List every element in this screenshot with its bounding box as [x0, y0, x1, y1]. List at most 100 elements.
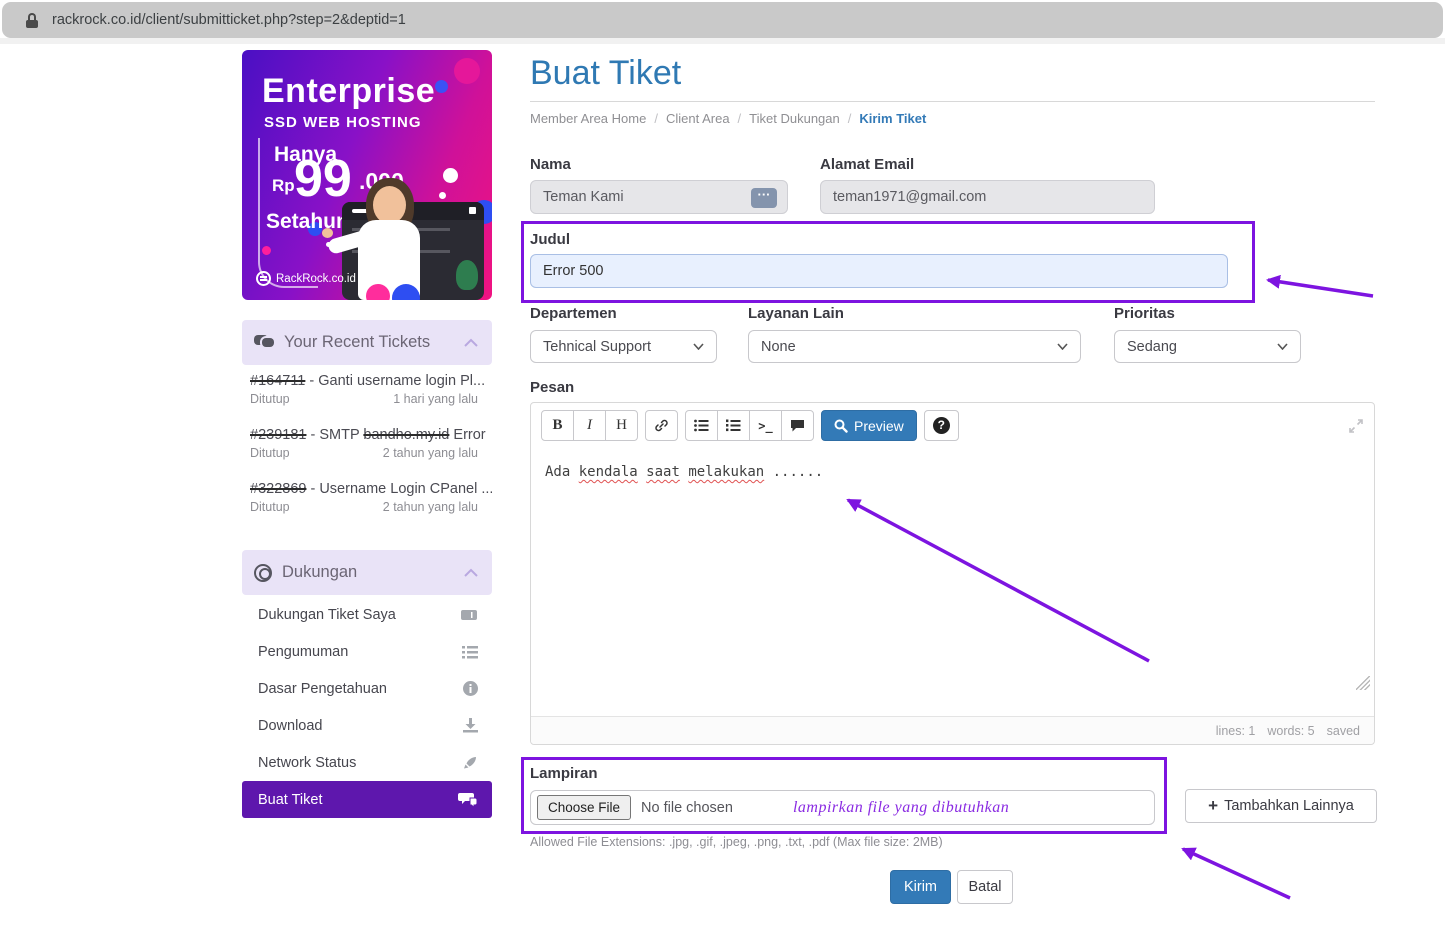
- banner-decoration: [258, 138, 318, 288]
- cancel-button[interactable]: Batal: [957, 870, 1013, 904]
- comments-icon: [458, 792, 478, 808]
- url-text[interactable]: rackrock.co.id/client/submitticket.php?s…: [52, 12, 406, 28]
- unordered-list-button[interactable]: [685, 410, 718, 441]
- banner-subtitle: SSD WEB HOSTING: [264, 114, 422, 131]
- attachment-annotation-text: lampirkan file yang dibutuhkan: [792, 798, 1010, 816]
- ticket-title: - Username Login CPanel ...: [306, 481, 492, 497]
- saved-status: saved: [1326, 723, 1360, 738]
- heading-button[interactable]: H: [605, 410, 638, 441]
- plus-icon: +: [1208, 796, 1219, 815]
- resize-grip[interactable]: [1356, 676, 1370, 690]
- judul-label: Judul: [530, 231, 570, 248]
- banner-dot: [454, 58, 480, 84]
- ticket-status: Ditutup: [250, 392, 290, 406]
- support-menu-title: Dukungan: [282, 563, 358, 581]
- submit-button[interactable]: Kirim: [890, 870, 951, 904]
- preview-button[interactable]: Preview: [821, 410, 917, 441]
- words-count: words: 5: [1267, 723, 1315, 738]
- departemen-select[interactable]: Tehnical Support: [530, 330, 717, 363]
- pesan-label: Pesan: [530, 379, 575, 396]
- message-editor: B I H >_ Preview: [530, 402, 1375, 745]
- ticket-number: #239181: [250, 427, 307, 443]
- allowed-extensions-note: Allowed File Extensions: .jpg, .gif, .jp…: [530, 835, 943, 849]
- sidebar-item-pengumuman[interactable]: Pengumuman: [242, 633, 492, 670]
- link-button[interactable]: [645, 410, 678, 441]
- ticket-item[interactable]: #239181 - SMTP bandho.my.id Error Ditutu…: [242, 427, 492, 460]
- chevron-up-icon: [464, 568, 478, 577]
- prioritas-select[interactable]: Sedang: [1114, 330, 1301, 363]
- address-bar[interactable]: rackrock.co.id/client/submitticket.php?s…: [2, 2, 1443, 38]
- ticket-icon: [461, 609, 477, 620]
- page-title: Buat Tiket: [530, 54, 682, 92]
- italic-button[interactable]: I: [573, 410, 606, 441]
- banner-dot: [439, 192, 446, 199]
- sidebar-item-buat-tiket[interactable]: Buat Tiket: [242, 781, 492, 818]
- breadcrumb-item[interactable]: Client Area: [665, 111, 730, 126]
- ticket-age: 2 tahun yang lalu: [382, 446, 478, 460]
- info-circle-icon: [463, 681, 478, 696]
- add-more-button[interactable]: + Tambahkan Lainnya: [1185, 789, 1377, 823]
- message-textarea[interactable]: Ada kendala saat melakukan ......: [531, 448, 1374, 694]
- breadcrumb-item[interactable]: Member Area Home: [530, 111, 647, 126]
- sidebar-item-dasar-pengetahuan[interactable]: Dasar Pengetahuan: [242, 670, 492, 707]
- sidebar-item-download[interactable]: Download: [242, 707, 492, 744]
- banner-title: Enterprise: [262, 72, 436, 110]
- recent-tickets-header[interactable]: Your Recent Tickets: [242, 320, 492, 365]
- autofill-extension-icon[interactable]: ···: [751, 188, 777, 208]
- layanan-lain-select[interactable]: None: [748, 330, 1081, 363]
- bold-button[interactable]: B: [541, 410, 574, 441]
- life-ring-icon: [254, 563, 272, 582]
- chrome-divider: [0, 38, 1445, 44]
- banner-dot: [392, 284, 420, 300]
- list-ul-icon: [694, 419, 709, 432]
- misspelled-word: melakukan: [688, 464, 765, 480]
- ordered-list-button[interactable]: [717, 410, 750, 441]
- question-circle-icon: ?: [932, 417, 950, 434]
- search-icon: [834, 419, 848, 433]
- link-icon: [655, 419, 668, 432]
- ticket-item[interactable]: #322869 - Username Login CPanel ... Ditu…: [242, 481, 492, 514]
- banner-dot: [262, 246, 271, 255]
- quote-button[interactable]: [781, 410, 814, 441]
- breadcrumb-item[interactable]: Tiket Dukungan: [749, 111, 840, 126]
- breadcrumb: Member Area Home / Client Area / Tiket D…: [530, 111, 927, 126]
- comment-icon: [791, 420, 804, 432]
- breadcrumb-current: Kirim Tiket: [859, 111, 927, 126]
- chevron-down-icon: [1057, 343, 1068, 350]
- ticket-age: 1 hari yang lalu: [393, 392, 478, 406]
- lines-count: lines: 1: [1215, 723, 1256, 738]
- expand-icon[interactable]: [1348, 418, 1364, 434]
- code-button[interactable]: >_: [749, 410, 782, 441]
- ticket-item[interactable]: #164711 - Ganti username login Pl... Dit…: [242, 373, 492, 406]
- ticket-number: #322869: [250, 481, 307, 497]
- chevron-down-icon: [1277, 343, 1288, 350]
- arrow-to-judul: [1266, 274, 1374, 298]
- promo-banner[interactable]: Enterprise SSD WEB HOSTING Hanya Rp 99 .…: [242, 50, 492, 300]
- ticket-title: - Ganti username login Pl...: [305, 373, 486, 389]
- sidebar-item-network-status[interactable]: Network Status: [242, 744, 492, 781]
- browser-chrome: rackrock.co.id/client/submitticket.php?s…: [0, 0, 1445, 44]
- chevron-down-icon: [693, 343, 704, 350]
- banner-price: 99: [294, 150, 352, 208]
- nama-field[interactable]: Teman Kami ···: [530, 180, 788, 214]
- arrow-to-lampiran: [1181, 847, 1291, 900]
- ticket-age: 2 tahun yang lalu: [382, 500, 478, 514]
- list-icon: [462, 645, 478, 658]
- help-button[interactable]: ?: [923, 410, 959, 441]
- ticket-title: Error: [449, 427, 486, 443]
- sidebar-item-dukungan-tiket-saya[interactable]: Dukungan Tiket Saya: [242, 596, 492, 633]
- comments-icon: [254, 334, 274, 351]
- support-menu-header[interactable]: Dukungan: [242, 550, 492, 595]
- rocket-icon: [464, 756, 476, 768]
- editor-toolbar: B I H >_ Preview: [531, 403, 1374, 448]
- layanan-lain-label: Layanan Lain: [748, 305, 844, 322]
- judul-field[interactable]: Error 500: [530, 254, 1228, 288]
- choose-file-button[interactable]: Choose File: [537, 795, 632, 820]
- file-input[interactable]: Choose File No file chosen lampirkan fil…: [530, 790, 1155, 825]
- banner-currency: Rp: [272, 176, 295, 195]
- email-field[interactable]: teman1971@gmail.com: [820, 180, 1155, 214]
- banner-dot: [308, 222, 322, 236]
- ticket-status: Ditutup: [250, 500, 290, 514]
- prioritas-label: Prioritas: [1114, 305, 1175, 322]
